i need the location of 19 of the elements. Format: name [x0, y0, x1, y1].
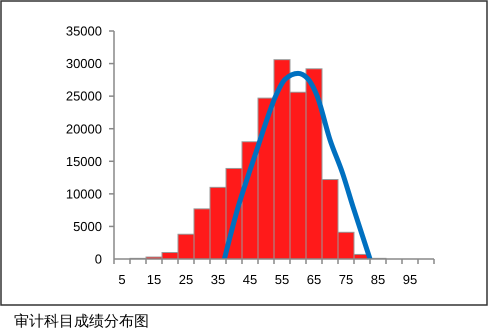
x-tick-label: 45 — [242, 272, 258, 287]
x-tick-label: 55 — [274, 272, 290, 287]
y-tick-label: 20000 — [66, 121, 102, 136]
x-tick-label: 25 — [178, 272, 194, 287]
y-tick-label: 15000 — [66, 154, 102, 169]
x-tick-label: 15 — [146, 272, 162, 287]
x-tick-label: 95 — [402, 272, 418, 287]
y-tick-label: 0 — [94, 252, 102, 267]
y-tick-label: 25000 — [66, 88, 102, 104]
x-tick-label: 85 — [370, 272, 386, 287]
x-tick-label: 75 — [338, 272, 354, 287]
y-tick-label: 5000 — [73, 218, 102, 234]
x-tick-label: 65 — [306, 272, 322, 287]
y-tick-label: 10000 — [66, 186, 102, 202]
y-tick-label: 30000 — [66, 56, 102, 72]
y-tick-label: 35000 — [66, 24, 102, 39]
text: 审计科目成绩分布图 — [14, 312, 149, 330]
x-tick-label: 5 — [118, 272, 126, 287]
x-tick-label: 35 — [210, 272, 226, 287]
